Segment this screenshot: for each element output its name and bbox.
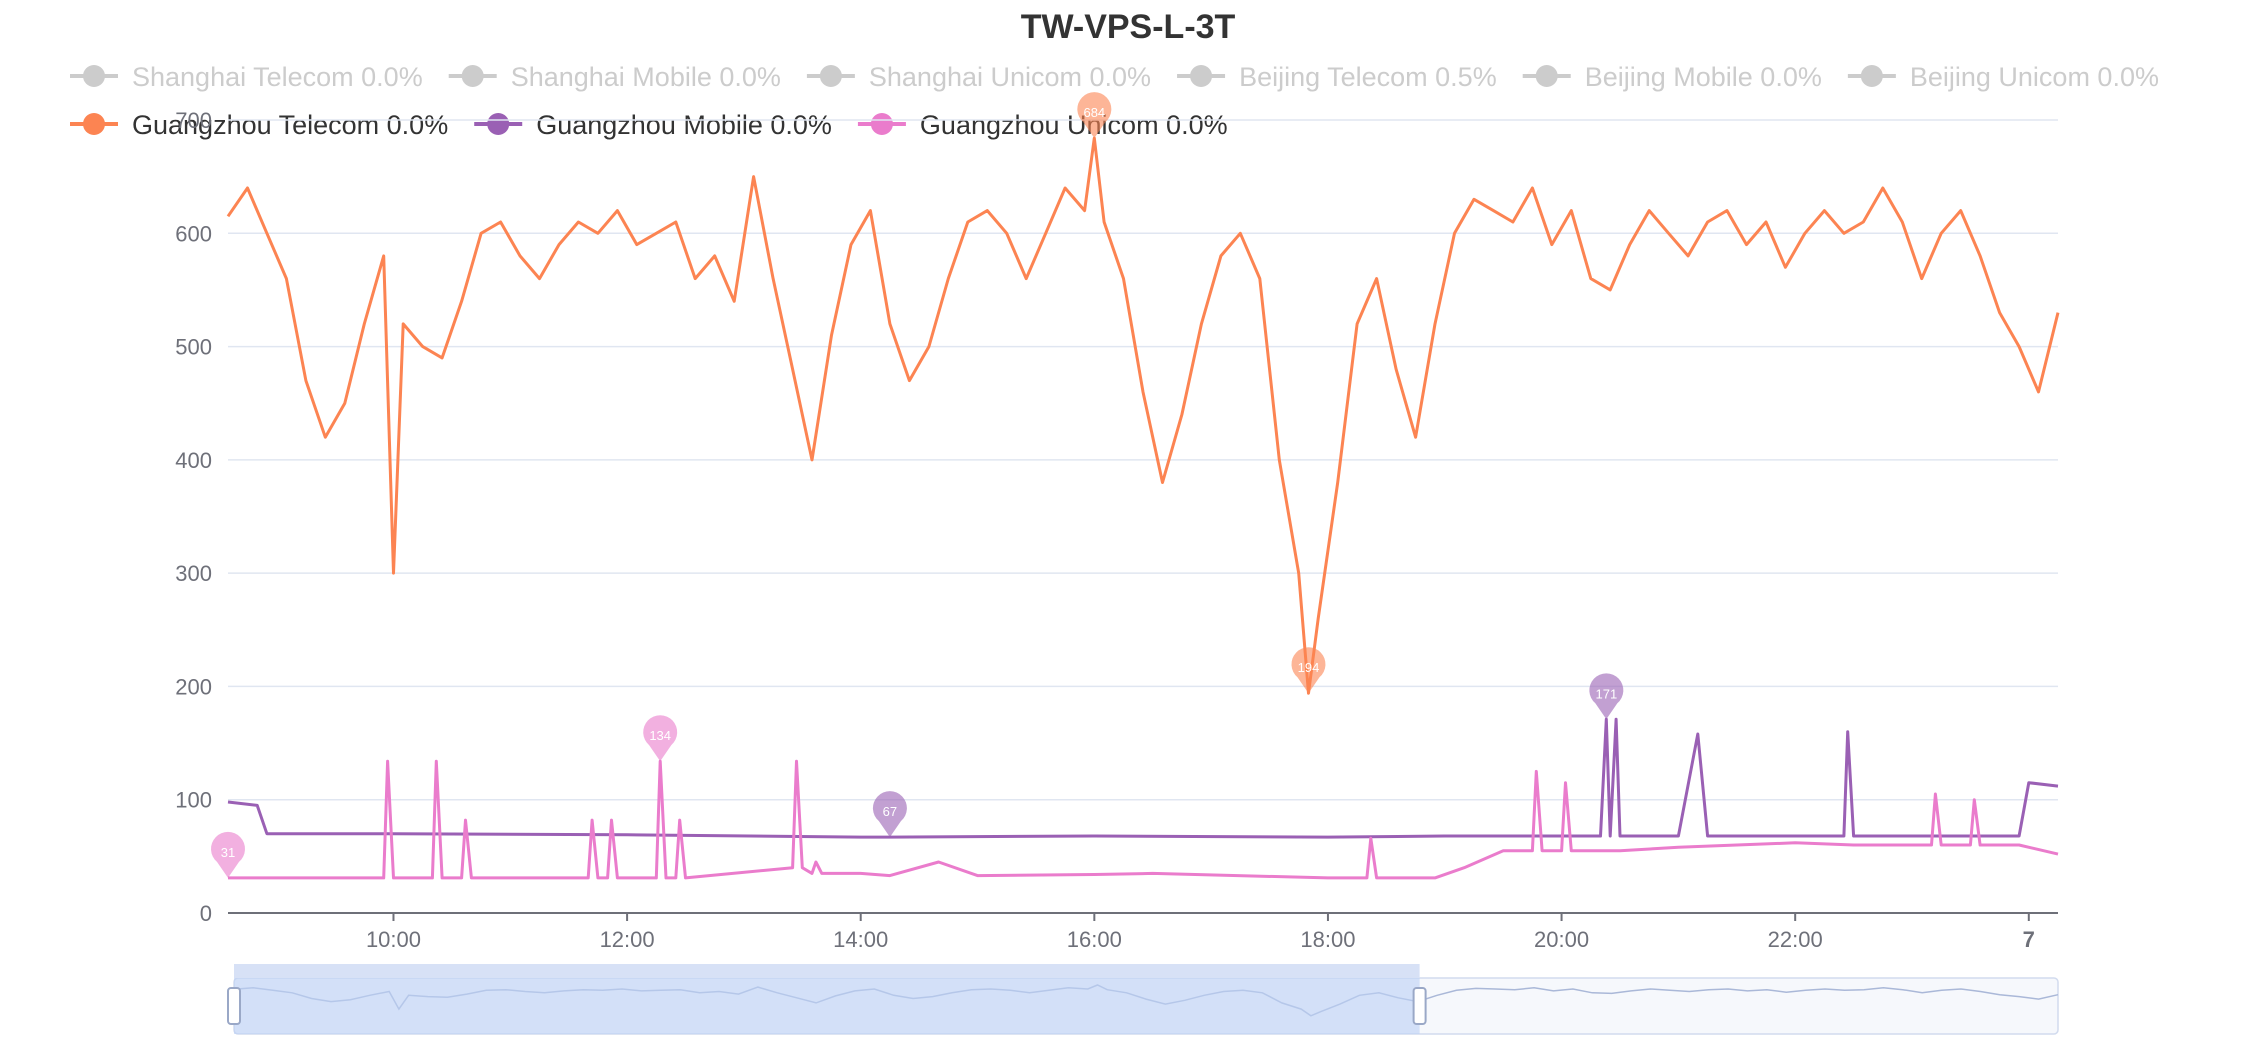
- zoom-handle[interactable]: [227, 987, 241, 1025]
- pin-shape: [643, 715, 678, 762]
- series-line: [227, 717, 2059, 839]
- chart-title: TW-VPS-L-3T: [1021, 8, 1236, 46]
- legend-dot-icon: [83, 65, 105, 87]
- series-lines: [226, 136, 2060, 880]
- legend-dot-icon: [870, 113, 893, 135]
- x-tick-label: 22:00: [1768, 927, 1823, 952]
- legend-dot-icon: [83, 113, 105, 135]
- y-tick-label: 0: [200, 901, 212, 926]
- mark-point-pin: 684: [1077, 92, 1112, 139]
- mark-point-label: 684: [1083, 105, 1105, 120]
- legend-label: Beijing Telecom 0.5%: [1239, 62, 1497, 92]
- legend-item[interactable]: Shanghai Mobile 0.0%: [448, 62, 781, 92]
- x-tick-label: 14:00: [833, 927, 888, 952]
- legend-item[interactable]: Guangzhou Unicom 0.0%: [857, 110, 1228, 140]
- y-tick-label: 400: [175, 448, 212, 473]
- y-tick-label: 200: [175, 674, 212, 699]
- legend-item[interactable]: Shanghai Unicom 0.0%: [806, 62, 1151, 92]
- mark-point-label: 171: [1595, 686, 1617, 701]
- legend-dot-icon: [1535, 65, 1558, 87]
- legend-dot-icon: [1190, 65, 1213, 87]
- pin-shape: [211, 831, 245, 878]
- legend-item[interactable]: Beijing Mobile 0.0%: [1522, 62, 1822, 92]
- y-axis: 0 100 200 300 400 500 600 700: [175, 108, 212, 926]
- legend-label: Guangzhou Mobile 0.0%: [536, 110, 832, 140]
- mark-point-label: 194: [1298, 660, 1320, 675]
- mark-point-pin: 171: [1589, 673, 1624, 720]
- chart-legend: Shanghai Telecom 0.0% Shanghai Mobile 0.0…: [70, 62, 2159, 140]
- pin-shape: [872, 791, 907, 838]
- legend-label: Shanghai Telecom 0.0%: [132, 62, 423, 92]
- legend-label: Guangzhou Telecom 0.0%: [132, 110, 448, 140]
- series-line: [226, 136, 2060, 695]
- x-tick-label: 12:00: [600, 927, 655, 952]
- pin-shape: [1589, 673, 1624, 720]
- legend-dot-icon: [1860, 65, 1883, 87]
- zoom-selected-range[interactable]: [234, 978, 1420, 1034]
- legend-dot-icon: [487, 113, 510, 135]
- y-tick-label: 600: [175, 221, 212, 246]
- legend-label: Beijing Mobile 0.0%: [1585, 62, 1822, 92]
- x-axis: 10:00 12:00 14:00 16:00 18:00 20:00 22:00 7: [228, 912, 2058, 952]
- mark-point-pin: 67: [872, 791, 907, 838]
- zoom-handle[interactable]: [1412, 987, 1427, 1025]
- x-tick-label: 7: [2023, 927, 2035, 952]
- y-tick-label: 300: [175, 561, 212, 586]
- y-tick-label: 100: [175, 788, 212, 813]
- y-tick-label: 700: [175, 108, 212, 133]
- legend-item[interactable]: Guangzhou Telecom 0.0%: [70, 110, 448, 140]
- x-tick-label: 16:00: [1067, 927, 1122, 952]
- pin-shape: [1077, 92, 1112, 139]
- mark-point-label: 134: [649, 728, 671, 743]
- mark-point-pin: 31: [211, 831, 245, 878]
- y-tick-label: 500: [175, 335, 212, 360]
- mark-point-pin: 194: [1291, 647, 1326, 694]
- legend-dot-icon: [819, 65, 842, 87]
- legend-item[interactable]: Shanghai Telecom 0.0%: [70, 62, 423, 92]
- legend-item[interactable]: Beijing Telecom 0.5%: [1177, 62, 1497, 92]
- legend-label: Beijing Unicom 0.0%: [1910, 62, 2159, 92]
- legend-label: Shanghai Mobile 0.0%: [511, 62, 781, 92]
- legend-label: Shanghai Unicom 0.0%: [869, 62, 1151, 92]
- legend-dot-icon: [461, 65, 484, 87]
- legend-item[interactable]: Beijing Unicom 0.0%: [1847, 62, 2159, 92]
- x-tick-label: 18:00: [1300, 927, 1355, 952]
- mark-point-label: 31: [221, 845, 235, 860]
- mark-points: 684 194 171 67 134 31: [211, 92, 1624, 878]
- series-line: [228, 759, 2059, 880]
- mark-point-label: 67: [883, 804, 897, 819]
- mark-point-pin: 134: [643, 715, 678, 762]
- pin-shape: [1291, 647, 1326, 694]
- x-tick-label: 20:00: [1534, 927, 1589, 952]
- legend-item[interactable]: Guangzhou Mobile 0.0%: [474, 110, 832, 140]
- x-tick-label: 10:00: [366, 927, 421, 952]
- grid-lines: [228, 119, 2058, 801]
- zoom-move-handle[interactable]: [234, 964, 1420, 978]
- data-zoom-slider[interactable]: [227, 964, 2059, 1035]
- legend-label: Guangzhou Unicom 0.0%: [920, 110, 1228, 140]
